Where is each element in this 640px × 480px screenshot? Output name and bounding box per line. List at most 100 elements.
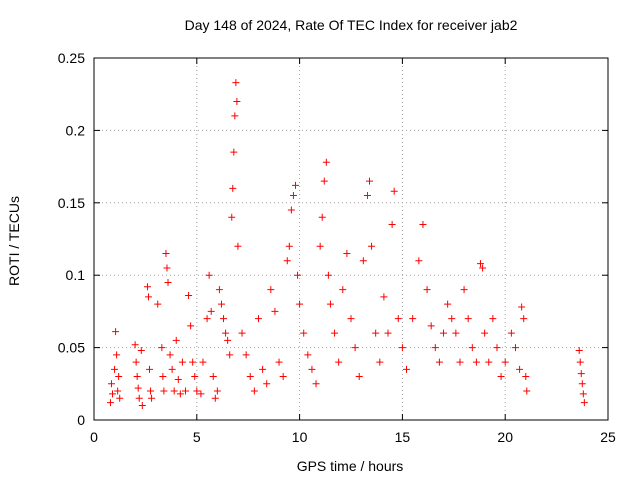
x-tick-labels: 0 5 10 15 20 25	[90, 429, 616, 445]
data-point	[452, 329, 460, 337]
data-point	[279, 373, 287, 381]
data-point	[289, 192, 297, 200]
data-point	[468, 344, 476, 352]
data-point	[523, 387, 531, 395]
data-point	[318, 213, 326, 221]
data-point	[229, 184, 237, 192]
data-point	[339, 286, 347, 294]
data-point	[191, 373, 199, 381]
plot-frame	[93, 57, 609, 421]
data-point	[304, 351, 312, 359]
data-point	[271, 307, 279, 315]
y-tick-labels: 0 0.05 0.1 0.15 0.2 0.25	[58, 50, 85, 428]
data-point	[199, 358, 207, 366]
data-point	[294, 271, 302, 279]
data-point	[324, 271, 332, 279]
data-point	[109, 390, 117, 398]
data-point	[234, 242, 242, 250]
data-point	[343, 249, 351, 257]
data-point	[164, 278, 172, 286]
data-point	[518, 303, 526, 311]
data-point	[187, 322, 195, 330]
data-point	[267, 286, 275, 294]
data-point	[185, 291, 193, 299]
data-point	[285, 242, 293, 250]
data-point	[326, 300, 334, 308]
x-tick-label: 20	[497, 429, 513, 445]
data-point	[312, 380, 320, 388]
data-point	[403, 365, 411, 373]
data-point	[207, 307, 215, 315]
data-point	[355, 373, 363, 381]
data-point	[493, 344, 501, 352]
data-point	[131, 341, 139, 349]
data-point	[366, 177, 374, 185]
x-tick-label: 15	[395, 429, 411, 445]
data-point	[168, 365, 176, 373]
data-point	[409, 315, 417, 323]
data-point	[372, 329, 380, 337]
data-point	[322, 158, 330, 166]
data-point	[242, 351, 250, 359]
data-point	[283, 257, 291, 265]
data-point	[213, 387, 221, 395]
data-point	[197, 390, 205, 398]
data-point	[163, 264, 171, 272]
data-point	[577, 370, 585, 378]
data-point	[479, 264, 487, 272]
data-point	[132, 358, 140, 366]
data-point	[300, 329, 308, 337]
data-point	[220, 315, 228, 323]
data-point	[359, 257, 367, 265]
data-point	[419, 221, 427, 229]
data-point	[520, 315, 528, 323]
data-point	[107, 380, 115, 388]
data-point	[224, 336, 232, 344]
data-point	[308, 365, 316, 373]
data-point	[137, 346, 145, 354]
data-point	[250, 387, 258, 395]
data-point	[388, 221, 396, 229]
x-tick-label: 5	[193, 429, 201, 445]
data-point	[431, 344, 439, 352]
data-point	[147, 387, 155, 395]
y-tick-label: 0.05	[58, 340, 85, 356]
data-point	[435, 358, 443, 366]
axis-ticks	[93, 57, 609, 421]
data-point	[501, 358, 509, 366]
data-point	[111, 365, 119, 373]
data-point	[351, 344, 359, 352]
data-point	[415, 257, 423, 265]
data-point	[232, 79, 240, 87]
data-point	[211, 394, 219, 402]
data-point	[456, 358, 464, 366]
data-point	[427, 322, 435, 330]
data-point	[296, 300, 304, 308]
data-point	[138, 402, 146, 410]
data-point	[181, 387, 189, 395]
data-point	[287, 206, 295, 214]
data-point	[347, 315, 355, 323]
data-point	[158, 344, 166, 352]
data-point	[115, 373, 123, 381]
data-point	[481, 329, 489, 337]
data-point	[579, 390, 587, 398]
data-point	[233, 97, 241, 105]
data-point	[368, 242, 376, 250]
data-point	[497, 373, 505, 381]
data-point	[440, 329, 448, 337]
data-point	[172, 336, 180, 344]
y-axis-label: ROTI / TECUs	[6, 196, 22, 286]
data-point	[144, 293, 152, 301]
data-point	[114, 387, 122, 395]
x-tick-label: 10	[292, 429, 308, 445]
data-point	[423, 286, 431, 294]
data-point	[143, 283, 151, 291]
data-point	[398, 344, 406, 352]
x-tick-label: 0	[90, 429, 98, 445]
data-point	[576, 358, 584, 366]
data-point	[291, 181, 299, 189]
data-point	[238, 329, 246, 337]
